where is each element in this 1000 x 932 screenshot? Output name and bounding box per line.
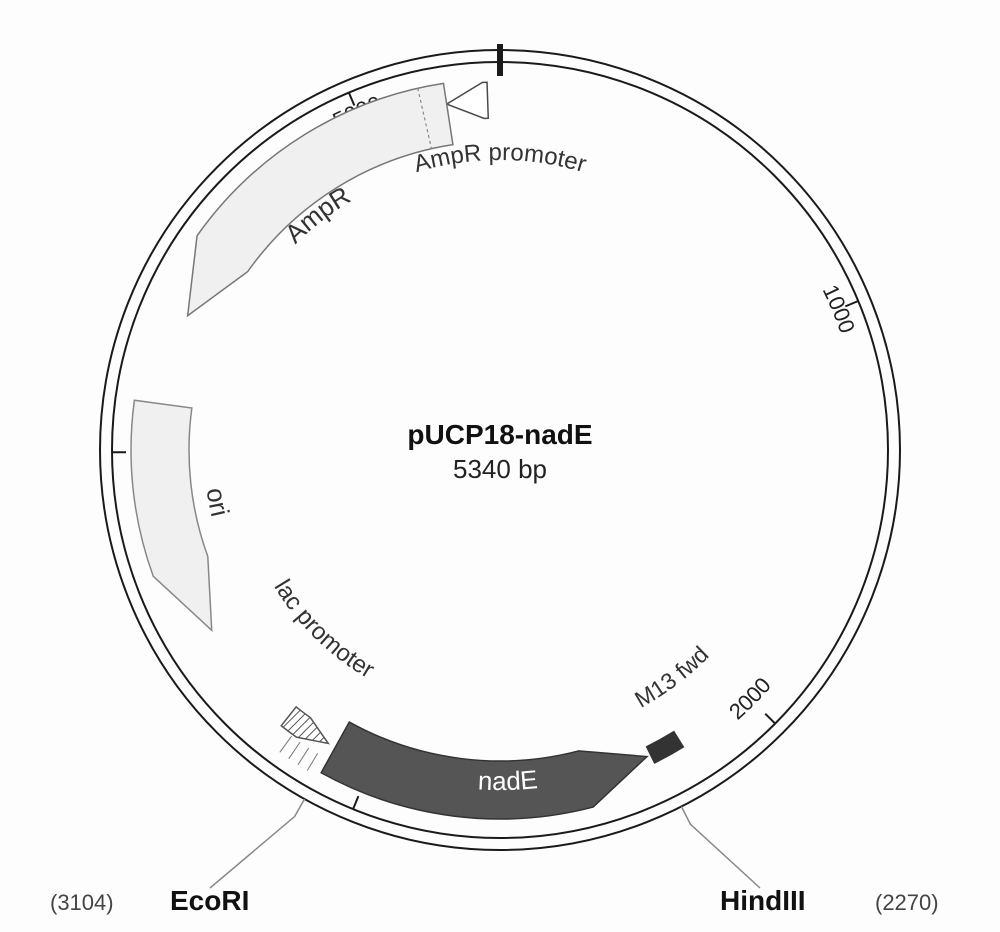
feature-label-ori: ori bbox=[201, 486, 236, 520]
feature-lac_promoter bbox=[281, 707, 328, 743]
tick-2000 bbox=[765, 714, 775, 724]
plasmid-map: 10002000300040005000AmpR promoterAmpRori… bbox=[0, 0, 1000, 932]
site-bp-hindiii: (2270) bbox=[875, 890, 939, 915]
feature-label-m13_fwd: M13 fwd bbox=[630, 641, 713, 713]
plasmid-size: 5340 bp bbox=[453, 454, 547, 484]
site-bp-ecori: (3104) bbox=[50, 890, 114, 915]
leader-ecori bbox=[210, 799, 305, 888]
feature-label-nade: nadE bbox=[477, 764, 538, 796]
tick-3000 bbox=[353, 796, 358, 809]
feature-label-lac_promoter: lac promoter bbox=[269, 575, 379, 684]
feature-ampr_promoter bbox=[447, 82, 489, 118]
feature-m13_fwd bbox=[647, 732, 684, 763]
site-ecori: EcoRI bbox=[170, 885, 249, 916]
plasmid-name: pUCP18-nadE bbox=[407, 419, 592, 450]
feature-ori bbox=[131, 400, 212, 630]
site-hindiii: HindIII bbox=[720, 885, 806, 916]
leader-hindiii bbox=[681, 807, 760, 888]
